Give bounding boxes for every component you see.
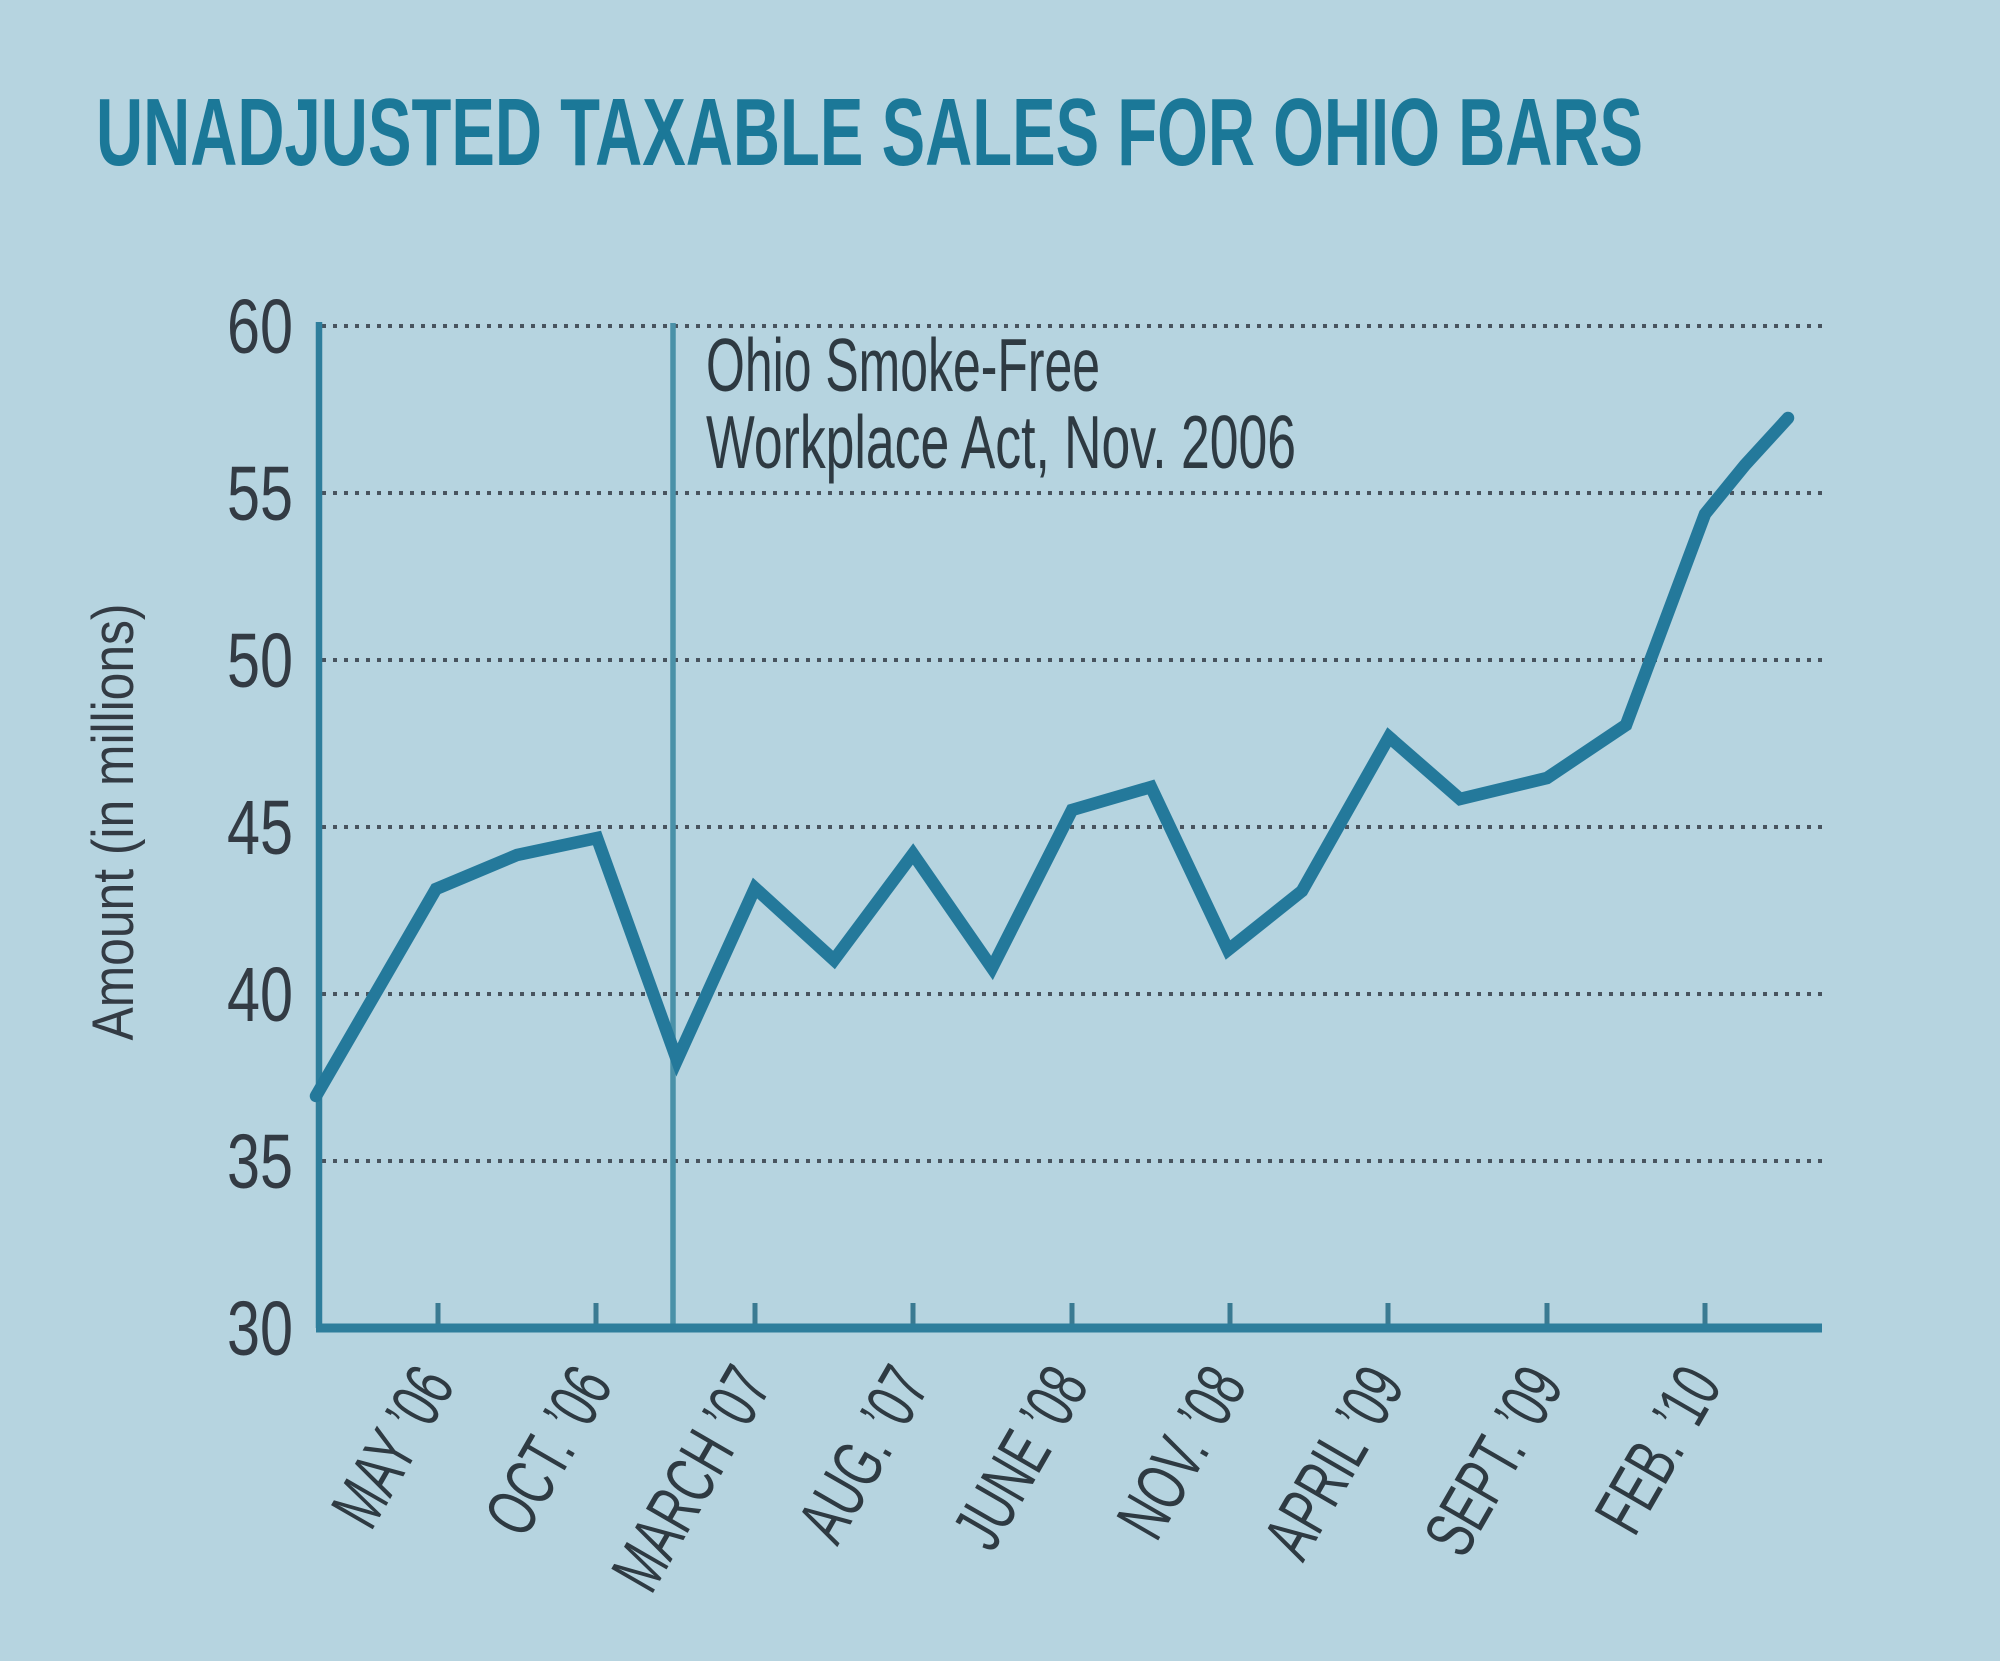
svg-text:45: 45 (227, 785, 293, 871)
svg-text:40: 40 (227, 952, 293, 1038)
svg-text:Ohio Smoke-Free: Ohio Smoke-Free (706, 323, 1100, 407)
svg-text:UNADJUSTED TAXABLE SALES FOR O: UNADJUSTED TAXABLE SALES FOR OHIO BARS (96, 79, 1643, 186)
svg-text:30: 30 (227, 1286, 293, 1372)
svg-text:60: 60 (227, 284, 293, 370)
svg-text:35: 35 (227, 1119, 293, 1205)
svg-text:50: 50 (227, 618, 293, 704)
svg-text:55: 55 (227, 451, 293, 537)
svg-text:Amount (in millions): Amount (in millions) (81, 604, 146, 1041)
svg-text:Workplace Act, Nov. 2006: Workplace Act, Nov. 2006 (706, 400, 1296, 484)
